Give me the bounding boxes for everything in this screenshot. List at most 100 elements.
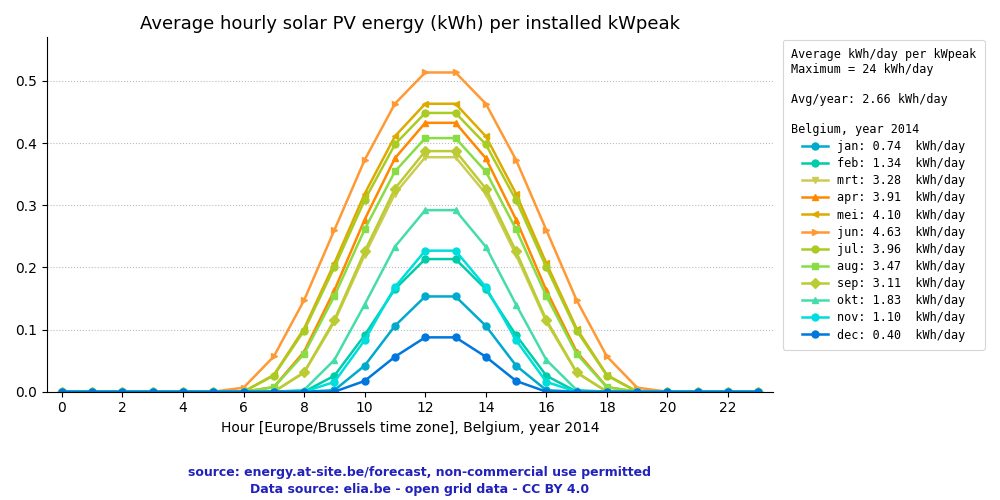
dec: 0.40  kWh/day: (3, 0): 0.40 kWh/day: (3, 0) xyxy=(147,388,159,394)
okt: 1.83  kWh/day: (10, 0.14): 1.83 kWh/day: (10, 0.14) xyxy=(359,302,371,308)
sep: 3.11  kWh/day: (13, 0.387): 3.11 kWh/day: (13, 0.387) xyxy=(450,148,462,154)
jul: 3.96  kWh/day: (11, 0.398): 3.96 kWh/day: (11, 0.398) xyxy=(389,142,401,148)
nov: 1.10  kWh/day: (19, 0): 1.10 kWh/day: (19, 0) xyxy=(631,388,643,394)
feb: 1.34  kWh/day: (1, 0): 1.34 kWh/day: (1, 0) xyxy=(86,388,98,394)
apr: 3.91  kWh/day: (9, 0.163): 3.91 kWh/day: (9, 0.163) xyxy=(328,288,340,294)
mrt: 3.28  kWh/day: (5, 0): 3.28 kWh/day: (5, 0) xyxy=(207,388,219,394)
apr: 3.91  kWh/day: (5, 0): 3.91 kWh/day: (5, 0) xyxy=(207,388,219,394)
mei: 4.10  kWh/day: (3, 0): 4.10 kWh/day: (3, 0) xyxy=(147,388,159,394)
jan: 0.74  kWh/day: (0, 0): 0.74 kWh/day: (0, 0) xyxy=(56,388,68,394)
Line: jun: 4.63  kWh/day: jun: 4.63 kWh/day xyxy=(58,69,762,395)
mei: 4.10  kWh/day: (22, 0): 4.10 kWh/day: (22, 0) xyxy=(722,388,734,394)
jun: 4.63  kWh/day: (17, 0.147): 4.63 kWh/day: (17, 0.147) xyxy=(571,297,583,303)
apr: 3.91  kWh/day: (12, 0.433): 3.91 kWh/day: (12, 0.433) xyxy=(419,120,431,126)
dec: 0.40  kWh/day: (15, 0.0173): 0.40 kWh/day: (15, 0.0173) xyxy=(510,378,522,384)
sep: 3.11  kWh/day: (15, 0.226): 3.11 kWh/day: (15, 0.226) xyxy=(510,248,522,254)
nov: 1.10  kWh/day: (3, 0): 1.10 kWh/day: (3, 0) xyxy=(147,388,159,394)
jul: 3.96  kWh/day: (12, 0.448): 3.96 kWh/day: (12, 0.448) xyxy=(419,110,431,116)
mrt: 3.28  kWh/day: (1, 0): 3.28 kWh/day: (1, 0) xyxy=(86,388,98,394)
jul: 3.96  kWh/day: (15, 0.308): 3.96 kWh/day: (15, 0.308) xyxy=(510,197,522,203)
Line: feb: 1.34  kWh/day: feb: 1.34 kWh/day xyxy=(58,256,762,395)
apr: 3.91  kWh/day: (6, 0): 3.91 kWh/day: (6, 0) xyxy=(238,388,250,394)
aug: 3.47  kWh/day: (0, 0): 3.47 kWh/day: (0, 0) xyxy=(56,388,68,394)
feb: 1.34  kWh/day: (13, 0.213): 1.34 kWh/day: (13, 0.213) xyxy=(450,256,462,262)
mei: 4.10  kWh/day: (1, 0): 4.10 kWh/day: (1, 0) xyxy=(86,388,98,394)
jan: 0.74  kWh/day: (3, 0): 0.74 kWh/day: (3, 0) xyxy=(147,388,159,394)
mei: 4.10  kWh/day: (13, 0.463): 4.10 kWh/day: (13, 0.463) xyxy=(450,101,462,107)
jun: 4.63  kWh/day: (1, 0): 4.63 kWh/day: (1, 0) xyxy=(86,388,98,394)
jan: 0.74  kWh/day: (7, 0): 0.74 kWh/day: (7, 0) xyxy=(268,388,280,394)
sep: 3.11  kWh/day: (8, 0.0314): 3.11 kWh/day: (8, 0.0314) xyxy=(298,369,310,375)
mrt: 3.28  kWh/day: (18, 0): 3.28 kWh/day: (18, 0) xyxy=(601,388,613,394)
feb: 1.34  kWh/day: (9, 0.0257): 1.34 kWh/day: (9, 0.0257) xyxy=(328,372,340,378)
jul: 3.96  kWh/day: (9, 0.2): 3.96 kWh/day: (9, 0.2) xyxy=(328,264,340,270)
feb: 1.34  kWh/day: (21, 0): 1.34 kWh/day: (21, 0) xyxy=(692,388,704,394)
mrt: 3.28  kWh/day: (21, 0): 3.28 kWh/day: (21, 0) xyxy=(692,388,704,394)
okt: 1.83  kWh/day: (1, 0): 1.83 kWh/day: (1, 0) xyxy=(86,388,98,394)
aug: 3.47  kWh/day: (16, 0.154): 3.47 kWh/day: (16, 0.154) xyxy=(540,293,552,299)
mei: 4.10  kWh/day: (4, 0): 4.10 kWh/day: (4, 0) xyxy=(177,388,189,394)
jun: 4.63  kWh/day: (15, 0.373): 4.63 kWh/day: (15, 0.373) xyxy=(510,157,522,163)
jun: 4.63  kWh/day: (10, 0.373): 4.63 kWh/day: (10, 0.373) xyxy=(359,157,371,163)
sep: 3.11  kWh/day: (21, 0): 3.11 kWh/day: (21, 0) xyxy=(692,388,704,394)
mei: 4.10  kWh/day: (16, 0.207): 4.10 kWh/day: (16, 0.207) xyxy=(540,260,552,266)
feb: 1.34  kWh/day: (22, 0): 1.34 kWh/day: (22, 0) xyxy=(722,388,734,394)
sep: 3.11  kWh/day: (3, 0): 3.11 kWh/day: (3, 0) xyxy=(147,388,159,394)
nov: 1.10  kWh/day: (4, 0): 1.10 kWh/day: (4, 0) xyxy=(177,388,189,394)
jun: 4.63  kWh/day: (3, 0): 4.63 kWh/day: (3, 0) xyxy=(147,388,159,394)
jul: 3.96  kWh/day: (13, 0.448): 3.96 kWh/day: (13, 0.448) xyxy=(450,110,462,116)
mrt: 3.28  kWh/day: (0, 0): 3.28 kWh/day: (0, 0) xyxy=(56,388,68,394)
Line: apr: 3.91  kWh/day: apr: 3.91 kWh/day xyxy=(58,120,762,395)
jul: 3.96  kWh/day: (8, 0.0983): 3.96 kWh/day: (8, 0.0983) xyxy=(298,328,310,334)
sep: 3.11  kWh/day: (16, 0.115): 3.11 kWh/day: (16, 0.115) xyxy=(540,317,552,323)
X-axis label: Hour [Europe/Brussels time zone], Belgium, year 2014: Hour [Europe/Brussels time zone], Belgiu… xyxy=(221,421,599,435)
jun: 4.63  kWh/day: (4, 0): 4.63 kWh/day: (4, 0) xyxy=(177,388,189,394)
nov: 1.10  kWh/day: (12, 0.227): 1.10 kWh/day: (12, 0.227) xyxy=(419,248,431,254)
mei: 4.10  kWh/day: (19, 0): 4.10 kWh/day: (19, 0) xyxy=(631,388,643,394)
mrt: 3.28  kWh/day: (19, 0): 3.28 kWh/day: (19, 0) xyxy=(631,388,643,394)
apr: 3.91  kWh/day: (20, 0): 3.91 kWh/day: (20, 0) xyxy=(661,388,673,394)
mei: 4.10  kWh/day: (23, 0): 4.10 kWh/day: (23, 0) xyxy=(752,388,764,394)
jan: 0.74  kWh/day: (23, 0): 0.74 kWh/day: (23, 0) xyxy=(752,388,764,394)
jan: 0.74  kWh/day: (15, 0.0419): 0.74 kWh/day: (15, 0.0419) xyxy=(510,362,522,368)
jan: 0.74  kWh/day: (22, 0): 0.74 kWh/day: (22, 0) xyxy=(722,388,734,394)
jan: 0.74  kWh/day: (4, 0): 0.74 kWh/day: (4, 0) xyxy=(177,388,189,394)
Line: sep: 3.11  kWh/day: sep: 3.11 kWh/day xyxy=(58,148,762,395)
aug: 3.47  kWh/day: (15, 0.261): 3.47 kWh/day: (15, 0.261) xyxy=(510,226,522,232)
dec: 0.40  kWh/day: (11, 0.0562): 0.40 kWh/day: (11, 0.0562) xyxy=(389,354,401,360)
apr: 3.91  kWh/day: (2, 0): 3.91 kWh/day: (2, 0) xyxy=(116,388,128,394)
mrt: 3.28  kWh/day: (16, 0.113): 3.28 kWh/day: (16, 0.113) xyxy=(540,319,552,325)
jan: 0.74  kWh/day: (11, 0.106): 0.74 kWh/day: (11, 0.106) xyxy=(389,323,401,329)
dec: 0.40  kWh/day: (12, 0.0874): 0.40 kWh/day: (12, 0.0874) xyxy=(419,334,431,340)
jul: 3.96  kWh/day: (21, 0): 3.96 kWh/day: (21, 0) xyxy=(692,388,704,394)
nov: 1.10  kWh/day: (14, 0.168): 1.10 kWh/day: (14, 0.168) xyxy=(480,284,492,290)
jul: 3.96  kWh/day: (17, 0.0983): 3.96 kWh/day: (17, 0.0983) xyxy=(571,328,583,334)
jul: 3.96  kWh/day: (10, 0.308): 3.96 kWh/day: (10, 0.308) xyxy=(359,197,371,203)
dec: 0.40  kWh/day: (19, 0): 0.40 kWh/day: (19, 0) xyxy=(631,388,643,394)
aug: 3.47  kWh/day: (12, 0.408): 3.47 kWh/day: (12, 0.408) xyxy=(419,135,431,141)
mrt: 3.28  kWh/day: (20, 0): 3.28 kWh/day: (20, 0) xyxy=(661,388,673,394)
mei: 4.10  kWh/day: (10, 0.318): 4.10 kWh/day: (10, 0.318) xyxy=(359,191,371,197)
dec: 0.40  kWh/day: (7, 0): 0.40 kWh/day: (7, 0) xyxy=(268,388,280,394)
jan: 0.74  kWh/day: (12, 0.153): 0.74 kWh/day: (12, 0.153) xyxy=(419,294,431,300)
nov: 1.10  kWh/day: (0, 0): 1.10 kWh/day: (0, 0) xyxy=(56,388,68,394)
dec: 0.40  kWh/day: (1, 0): 0.40 kWh/day: (1, 0) xyxy=(86,388,98,394)
okt: 1.83  kWh/day: (16, 0.0511): 1.83 kWh/day: (16, 0.0511) xyxy=(540,357,552,363)
jul: 3.96  kWh/day: (23, 0): 3.96 kWh/day: (23, 0) xyxy=(752,388,764,394)
apr: 3.91  kWh/day: (13, 0.433): 3.91 kWh/day: (13, 0.433) xyxy=(450,120,462,126)
dec: 0.40  kWh/day: (20, 0): 0.40 kWh/day: (20, 0) xyxy=(661,388,673,394)
Line: dec: 0.40  kWh/day: dec: 0.40 kWh/day xyxy=(58,334,762,395)
Line: nov: 1.10  kWh/day: nov: 1.10 kWh/day xyxy=(58,247,762,395)
jan: 0.74  kWh/day: (9, 0.00245): 0.74 kWh/day: (9, 0.00245) xyxy=(328,387,340,393)
jul: 3.96  kWh/day: (14, 0.398): 3.96 kWh/day: (14, 0.398) xyxy=(480,142,492,148)
jun: 4.63  kWh/day: (9, 0.26): 4.63 kWh/day: (9, 0.26) xyxy=(328,227,340,233)
sep: 3.11  kWh/day: (12, 0.387): 3.11 kWh/day: (12, 0.387) xyxy=(419,148,431,154)
okt: 1.83  kWh/day: (5, 0): 1.83 kWh/day: (5, 0) xyxy=(207,388,219,394)
mei: 4.10  kWh/day: (15, 0.318): 4.10 kWh/day: (15, 0.318) xyxy=(510,191,522,197)
sep: 3.11  kWh/day: (7, 0): 3.11 kWh/day: (7, 0) xyxy=(268,388,280,394)
Line: mei: 4.10  kWh/day: mei: 4.10 kWh/day xyxy=(58,100,762,395)
okt: 1.83  kWh/day: (18, 0): 1.83 kWh/day: (18, 0) xyxy=(601,388,613,394)
aug: 3.47  kWh/day: (11, 0.354): 3.47 kWh/day: (11, 0.354) xyxy=(389,168,401,174)
dec: 0.40  kWh/day: (0, 0): 0.40 kWh/day: (0, 0) xyxy=(56,388,68,394)
Line: okt: 1.83  kWh/day: okt: 1.83 kWh/day xyxy=(58,206,762,395)
